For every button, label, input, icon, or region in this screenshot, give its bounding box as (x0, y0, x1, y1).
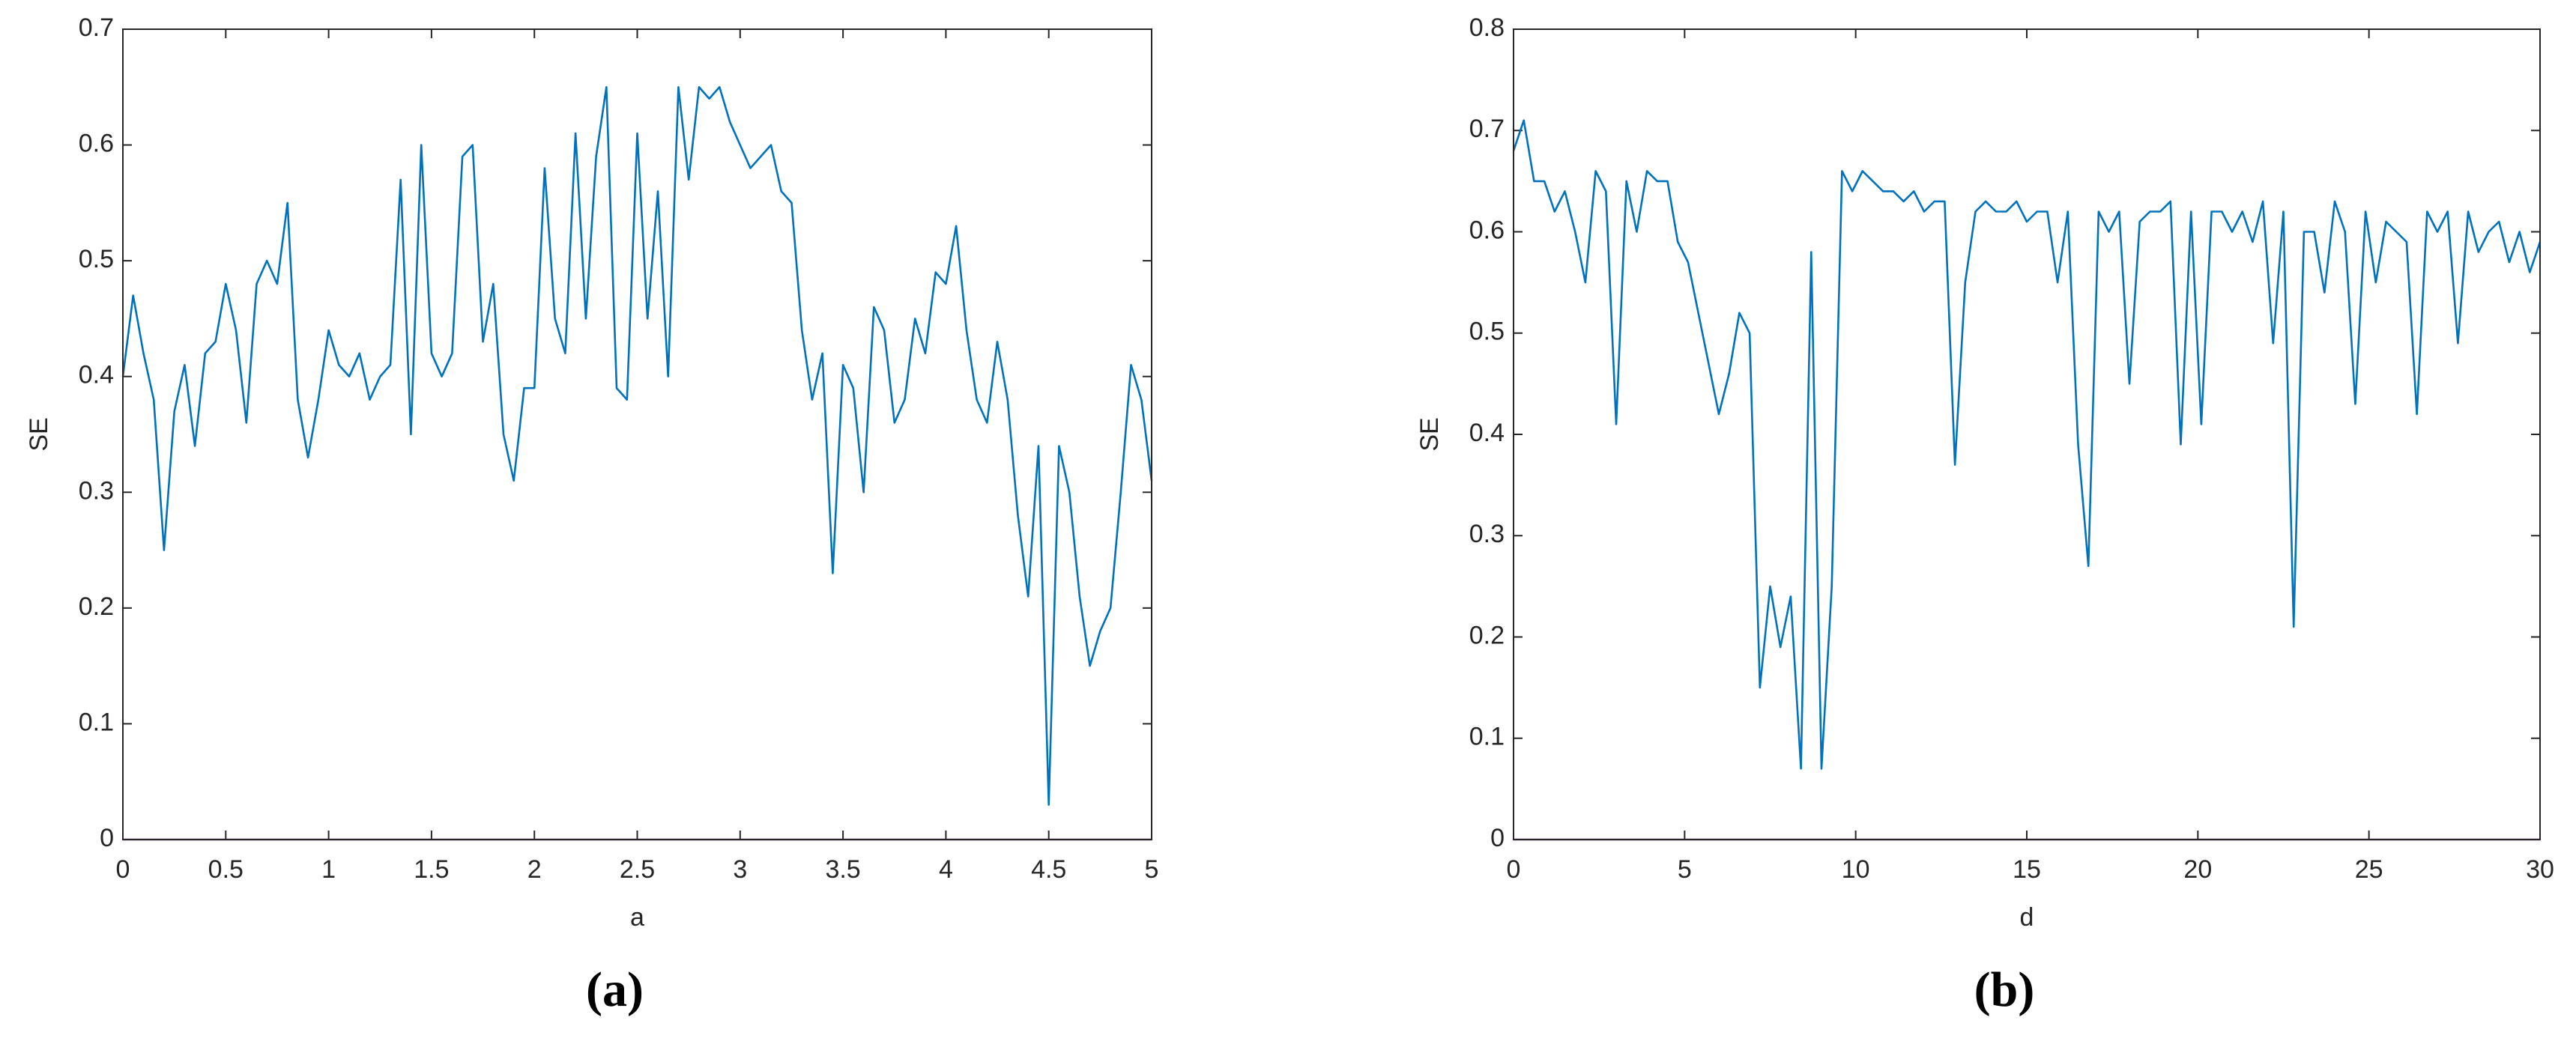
x-tick-label: 3 (733, 855, 747, 884)
y-tick-label: 0 (100, 824, 114, 852)
x-tick-label: 0.5 (208, 855, 244, 884)
y-axis-label: SE (1415, 417, 1444, 451)
x-axis-label: a (630, 903, 644, 932)
x-tick-label: 15 (2013, 855, 2041, 884)
x-tick-label: 0 (1507, 855, 1521, 884)
x-tick-label: 4.5 (1031, 855, 1066, 884)
caption: (a) (586, 962, 644, 1017)
x-tick-label: 25 (2355, 855, 2383, 884)
chart: 0 0.1 0.2 0.3 0.4 0.5 0.6 0.7 0.8 0 5 10 15 20 25 30 d SE… (1415, 13, 2554, 1017)
y-tick-label: 0.3 (1469, 520, 1505, 548)
caption: (b) (1974, 962, 2035, 1017)
y-axis-label: SE (25, 417, 53, 451)
axes-box (1513, 28, 2541, 840)
y-tick-label: 0.7 (79, 13, 114, 42)
y-tick-label: 0 (1490, 824, 1505, 852)
x-tick-label: 5 (1678, 855, 1692, 884)
y-tick-label: 0.7 (1469, 115, 1505, 143)
x-tick-label: 2 (527, 855, 542, 884)
x-tick-label: 20 (2183, 855, 2212, 884)
x-tick-label: 3.5 (825, 855, 860, 884)
data-line (121, 86, 1153, 806)
y-tick-label: 0.5 (79, 245, 114, 273)
y-tick-label: 0.4 (79, 361, 114, 389)
x-tick-label: 1 (321, 855, 336, 884)
axes-box (122, 28, 1152, 840)
y-tick-label: 0.1 (1469, 723, 1505, 751)
y-tick-label: 0.6 (79, 130, 114, 158)
x-tick-label: 0 (116, 855, 130, 884)
y-tick-label: 0.5 (1469, 318, 1505, 346)
y-tick-label: 0.2 (79, 592, 114, 621)
x-tick-label: 5 (1145, 855, 1159, 884)
x-tick-label: 10 (1842, 855, 1870, 884)
x-axis-label: d (2020, 903, 2034, 932)
y-tick-label: 0.8 (1469, 13, 1505, 42)
x-tick-label: 1.5 (414, 855, 449, 884)
y-tick-label: 0.1 (79, 708, 114, 736)
y-tick-label: 0.6 (1469, 216, 1505, 244)
plot-area (1514, 29, 2540, 840)
x-tick-label: 2.5 (620, 855, 655, 884)
y-tick-label: 0.4 (1469, 419, 1505, 447)
plot-area (123, 29, 1152, 840)
x-tick-label: 30 (2526, 855, 2554, 884)
data-line (1512, 119, 2542, 770)
y-tick-label: 0.2 (1469, 621, 1505, 649)
x-tick-label: 4 (939, 855, 953, 884)
y-tick-label: 0.3 (79, 476, 114, 505)
chart: 0 0.1 0.2 0.3 0.4 0.5 0.6 0.7 0 0.5 1 1.5 2 2.5 3 3.5 4 4… (25, 13, 1158, 1017)
